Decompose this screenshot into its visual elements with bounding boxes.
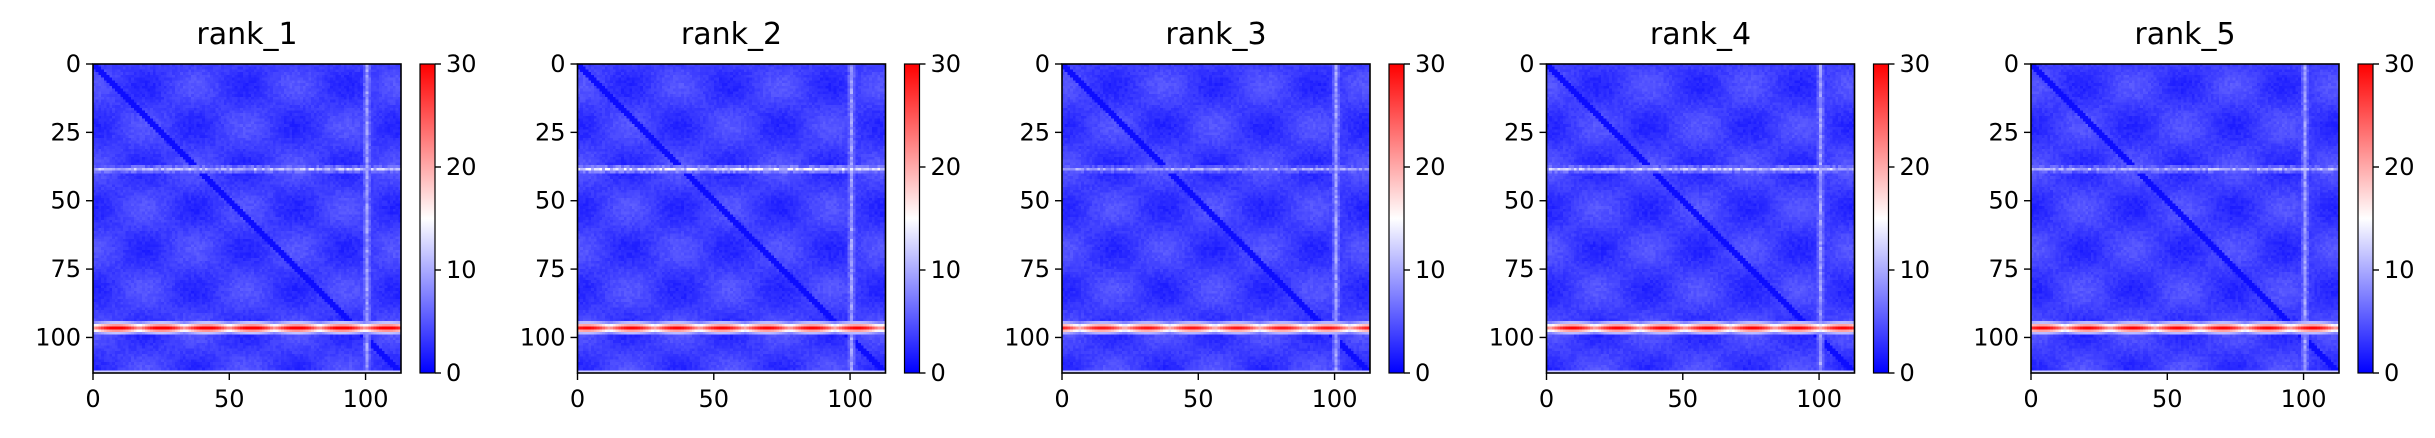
colorbar bbox=[420, 64, 435, 373]
colorbar-tick-label: 0 bbox=[2384, 359, 2399, 387]
x-tick-label: 0 bbox=[570, 385, 585, 413]
colorbar-tick-label: 30 bbox=[2384, 50, 2415, 78]
y-tick-label: 0 bbox=[1035, 50, 1050, 78]
y-tick-label: 50 bbox=[1988, 187, 2019, 215]
heatmap-panel-5: rank_5 0 50 100 0 25 50 75 100 0 10 20 30 bbox=[1973, 17, 2414, 413]
colorbar-tick-label: 30 bbox=[446, 50, 477, 78]
heatmap-cells bbox=[2031, 64, 2339, 373]
y-tick-label: 0 bbox=[2004, 50, 2019, 78]
colorbar-tick-label: 0 bbox=[446, 359, 461, 387]
y-tick-label: 25 bbox=[1019, 118, 1050, 146]
y-tick-label: 0 bbox=[1519, 50, 1534, 78]
colorbar-tick-label: 10 bbox=[2384, 256, 2415, 284]
heatmap-cells bbox=[93, 64, 401, 373]
y-tick-label: 25 bbox=[535, 118, 566, 146]
heatmap-cells bbox=[1547, 64, 1855, 373]
y-tick-label: 50 bbox=[1504, 187, 1535, 215]
x-tick-label: 0 bbox=[2023, 385, 2038, 413]
colorbar-tick-label: 10 bbox=[1415, 256, 1446, 284]
y-tick-label: 100 bbox=[1973, 323, 2019, 351]
heatmap-cells bbox=[578, 64, 886, 373]
colorbar-tick-label: 20 bbox=[2384, 153, 2415, 181]
colorbar bbox=[905, 64, 920, 373]
panel-title: rank_3 bbox=[1165, 17, 1266, 52]
y-tick-label: 75 bbox=[1504, 255, 1535, 283]
colorbar-tick-label: 20 bbox=[1415, 153, 1446, 181]
heatmap-panel-4: rank_4 0 50 100 0 25 50 75 100 0 10 20 30 bbox=[1489, 17, 1930, 413]
panel-title: rank_4 bbox=[1650, 17, 1751, 52]
colorbar-tick-label: 20 bbox=[1900, 153, 1931, 181]
colorbar-tick-label: 0 bbox=[931, 359, 946, 387]
x-tick-label: 0 bbox=[1054, 385, 1069, 413]
heatmap-cells bbox=[1062, 64, 1370, 373]
panel-title: rank_1 bbox=[196, 17, 297, 52]
panel-title: rank_5 bbox=[2134, 17, 2235, 52]
colorbar-tick-label: 30 bbox=[1900, 50, 1931, 78]
x-tick-label: 50 bbox=[1183, 385, 1214, 413]
y-tick-label: 100 bbox=[520, 323, 566, 351]
x-tick-label: 100 bbox=[343, 385, 389, 413]
colorbar-tick-label: 10 bbox=[1900, 256, 1931, 284]
y-tick-label: 50 bbox=[50, 187, 81, 215]
colorbar bbox=[1389, 64, 1404, 373]
y-tick-label: 50 bbox=[1019, 187, 1050, 215]
y-tick-label: 0 bbox=[550, 50, 565, 78]
heatmap-panel-3: rank_3 0 50 100 0 25 50 75 100 0 10 20 30 bbox=[1004, 17, 1445, 413]
y-tick-label: 100 bbox=[1489, 323, 1535, 351]
colorbar-tick-label: 0 bbox=[1415, 359, 1430, 387]
y-tick-label: 25 bbox=[1504, 118, 1535, 146]
x-tick-label: 50 bbox=[2152, 385, 2183, 413]
colorbar-tick-label: 10 bbox=[931, 256, 962, 284]
x-tick-label: 100 bbox=[1312, 385, 1358, 413]
y-tick-label: 75 bbox=[50, 255, 81, 283]
colorbar-tick-label: 0 bbox=[1900, 359, 1915, 387]
y-tick-label: 0 bbox=[66, 50, 81, 78]
y-tick-label: 75 bbox=[1988, 255, 2019, 283]
x-tick-label: 50 bbox=[214, 385, 245, 413]
x-tick-label: 50 bbox=[1668, 385, 1699, 413]
colorbar bbox=[1874, 64, 1889, 373]
panel-title: rank_2 bbox=[681, 17, 782, 52]
y-tick-label: 25 bbox=[1988, 118, 2019, 146]
colorbar-tick-label: 10 bbox=[446, 256, 477, 284]
x-tick-label: 0 bbox=[85, 385, 100, 413]
x-tick-label: 100 bbox=[2281, 385, 2327, 413]
y-tick-label: 25 bbox=[50, 118, 81, 146]
colorbar-tick-label: 30 bbox=[1415, 50, 1446, 78]
x-tick-label: 50 bbox=[699, 385, 730, 413]
heatmap-panel-1: rank_1 0 50 100 0 25 50 75 100 0 10 20 30 bbox=[35, 17, 476, 413]
colorbar bbox=[2358, 64, 2373, 373]
y-tick-label: 75 bbox=[535, 255, 566, 283]
colorbar-tick-label: 20 bbox=[931, 153, 962, 181]
y-tick-label: 100 bbox=[1004, 323, 1050, 351]
x-tick-label: 100 bbox=[1796, 385, 1842, 413]
colorbar-tick-label: 30 bbox=[931, 50, 962, 78]
y-tick-label: 100 bbox=[35, 323, 81, 351]
x-tick-label: 0 bbox=[1539, 385, 1554, 413]
x-tick-label: 100 bbox=[827, 385, 873, 413]
heatmap-panel-2: rank_2 0 50 100 0 25 50 75 100 0 10 20 30 bbox=[520, 17, 961, 413]
y-tick-label: 50 bbox=[535, 187, 566, 215]
colorbar-tick-label: 20 bbox=[446, 153, 477, 181]
y-tick-label: 75 bbox=[1019, 255, 1050, 283]
